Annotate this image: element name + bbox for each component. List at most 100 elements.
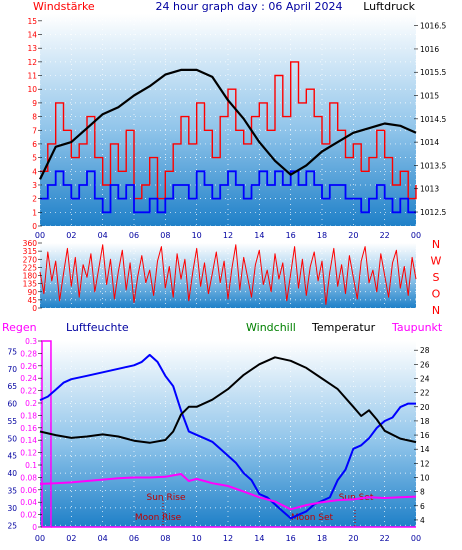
tick-label: 11 [27, 72, 37, 81]
hour-tick-label: 00 [411, 534, 421, 543]
tick-label: 3 [32, 181, 37, 190]
hour-tick-label: 04 [98, 534, 108, 543]
tick-label: 315 [23, 247, 38, 256]
tick-label: 10 [420, 473, 430, 482]
tick-label: 0.02 [20, 511, 37, 520]
tick-label: 0.08 [20, 473, 37, 482]
tick-label: 1016 [420, 45, 439, 54]
hour-tick-label: 12 [223, 534, 233, 543]
temperature-label: Temperatur [311, 321, 376, 334]
tick-label: 0.04 [20, 498, 37, 507]
compass-label: O [432, 288, 441, 301]
pressure-series [39, 68, 417, 180]
hour-tick-label: 08 [160, 231, 170, 240]
hour-tick-label: 14 [254, 231, 264, 240]
wind-gust-series [40, 170, 416, 214]
humidity-tick-label: 35 [7, 486, 17, 495]
tick-label: 360 [23, 239, 38, 248]
wind-speed-series [40, 61, 417, 200]
compass-label: N [432, 304, 440, 317]
tick-label: 0.12 [20, 449, 37, 458]
humidity-tick-label: 45 [7, 452, 17, 461]
hour-tick-label: 22 [380, 231, 390, 240]
dewpoint-line [39, 473, 417, 511]
tick-label: 4 [32, 167, 37, 176]
hour-tick-label: 10 [192, 231, 202, 240]
hour-tick-label: 16 [286, 534, 296, 543]
tick-label: 10 [27, 85, 37, 94]
tick-label: 1 [32, 208, 37, 217]
hour-tick-label: 18 [317, 231, 327, 240]
tick-label: 8 [420, 488, 425, 497]
tick-label: 13 [27, 44, 37, 53]
tick-label: 14 [27, 31, 37, 40]
humidity-line [39, 353, 416, 520]
hour-tick-label: 10 [192, 534, 202, 543]
pressure-axis-label: Luftdruck [363, 0, 415, 13]
tick-label: 0.2 [25, 399, 37, 408]
tick-label: 0.16 [20, 424, 37, 433]
wind-direction-line [39, 244, 417, 305]
moon-set-label: Moon Set [291, 513, 334, 523]
dewpoint-series [39, 473, 417, 511]
tick-label: 1015.5 [420, 68, 446, 77]
tick-label: 0.28 [20, 349, 37, 358]
humidity-tick-label: 70 [7, 365, 17, 374]
hour-tick-label: 18 [317, 534, 327, 543]
tick-label: 225 [23, 263, 38, 272]
dewpoint-label: Taupunkt [391, 321, 443, 334]
moon-rise-label: Moon Rise [135, 513, 182, 523]
rain-axis-label: Regen [2, 321, 37, 334]
pressure-ticks: 1012.5 1013 1013.5 1014 1014.5 1015 1015.5 1016… [414, 22, 446, 217]
tick-label: 270 [23, 255, 38, 264]
hour-tick-label: 22 [380, 534, 390, 543]
tick-label: 1012.5 [420, 208, 446, 217]
temperature-ticks: 4 6 8 10 12 14 16 18 20 22 24 26 28 [414, 346, 430, 525]
humidity-tick-label: 60 [7, 400, 17, 409]
tick-label: 5 [32, 154, 37, 163]
tick-label: 0.14 [20, 436, 37, 445]
hour-tick-label: 14 [254, 534, 264, 543]
tick-label: 22 [420, 389, 430, 398]
tick-label: 180 [23, 272, 38, 281]
hour-ticks-bottom: 00 02 04 06 08 10 12 14 16 18 20 22 00 [35, 534, 421, 543]
tick-label: 1014 [420, 138, 439, 147]
compass-label: W [431, 255, 442, 268]
tick-label: 12 [27, 58, 37, 67]
wind-speed-line [40, 61, 417, 200]
tick-label: 0.26 [20, 362, 37, 371]
tick-label: 0.24 [20, 374, 37, 383]
hour-tick-label: 06 [129, 534, 139, 543]
tick-label: 0.1 [25, 461, 37, 470]
humidity-tick-label: 65 [7, 382, 17, 391]
tick-label: 24 [420, 374, 430, 383]
tick-label: 1013 [420, 185, 439, 194]
hour-tick-label: 16 [286, 231, 296, 240]
tick-label: 1013.5 [420, 161, 446, 170]
hour-tick-label: 04 [98, 231, 108, 240]
temperature-line [39, 356, 417, 444]
tick-label: 0.3 [25, 337, 37, 346]
humidity-tick-label: 75 [7, 347, 17, 356]
hour-tick-label: 20 [348, 231, 358, 240]
tick-label: 1015 [420, 92, 439, 101]
compass-label: S [433, 271, 440, 284]
tick-label: 0.22 [20, 387, 37, 396]
tick-label: 2 [32, 195, 37, 204]
tick-label: 28 [420, 346, 430, 355]
pressure-line [39, 68, 417, 180]
tick-label: 0 [32, 304, 37, 313]
humidity-tick-label: 50 [7, 434, 17, 443]
tick-label: 0.06 [20, 486, 37, 495]
windchill-label: Windchill [246, 321, 296, 334]
hour-ticks-top: 00 02 04 06 08 10 12 14 16 18 20 22 00 [35, 231, 421, 240]
tick-label: 26 [420, 360, 430, 369]
humidity-tick-label: 55 [7, 417, 17, 426]
tick-label: 18 [420, 417, 430, 426]
wind-direction-series [39, 244, 417, 305]
